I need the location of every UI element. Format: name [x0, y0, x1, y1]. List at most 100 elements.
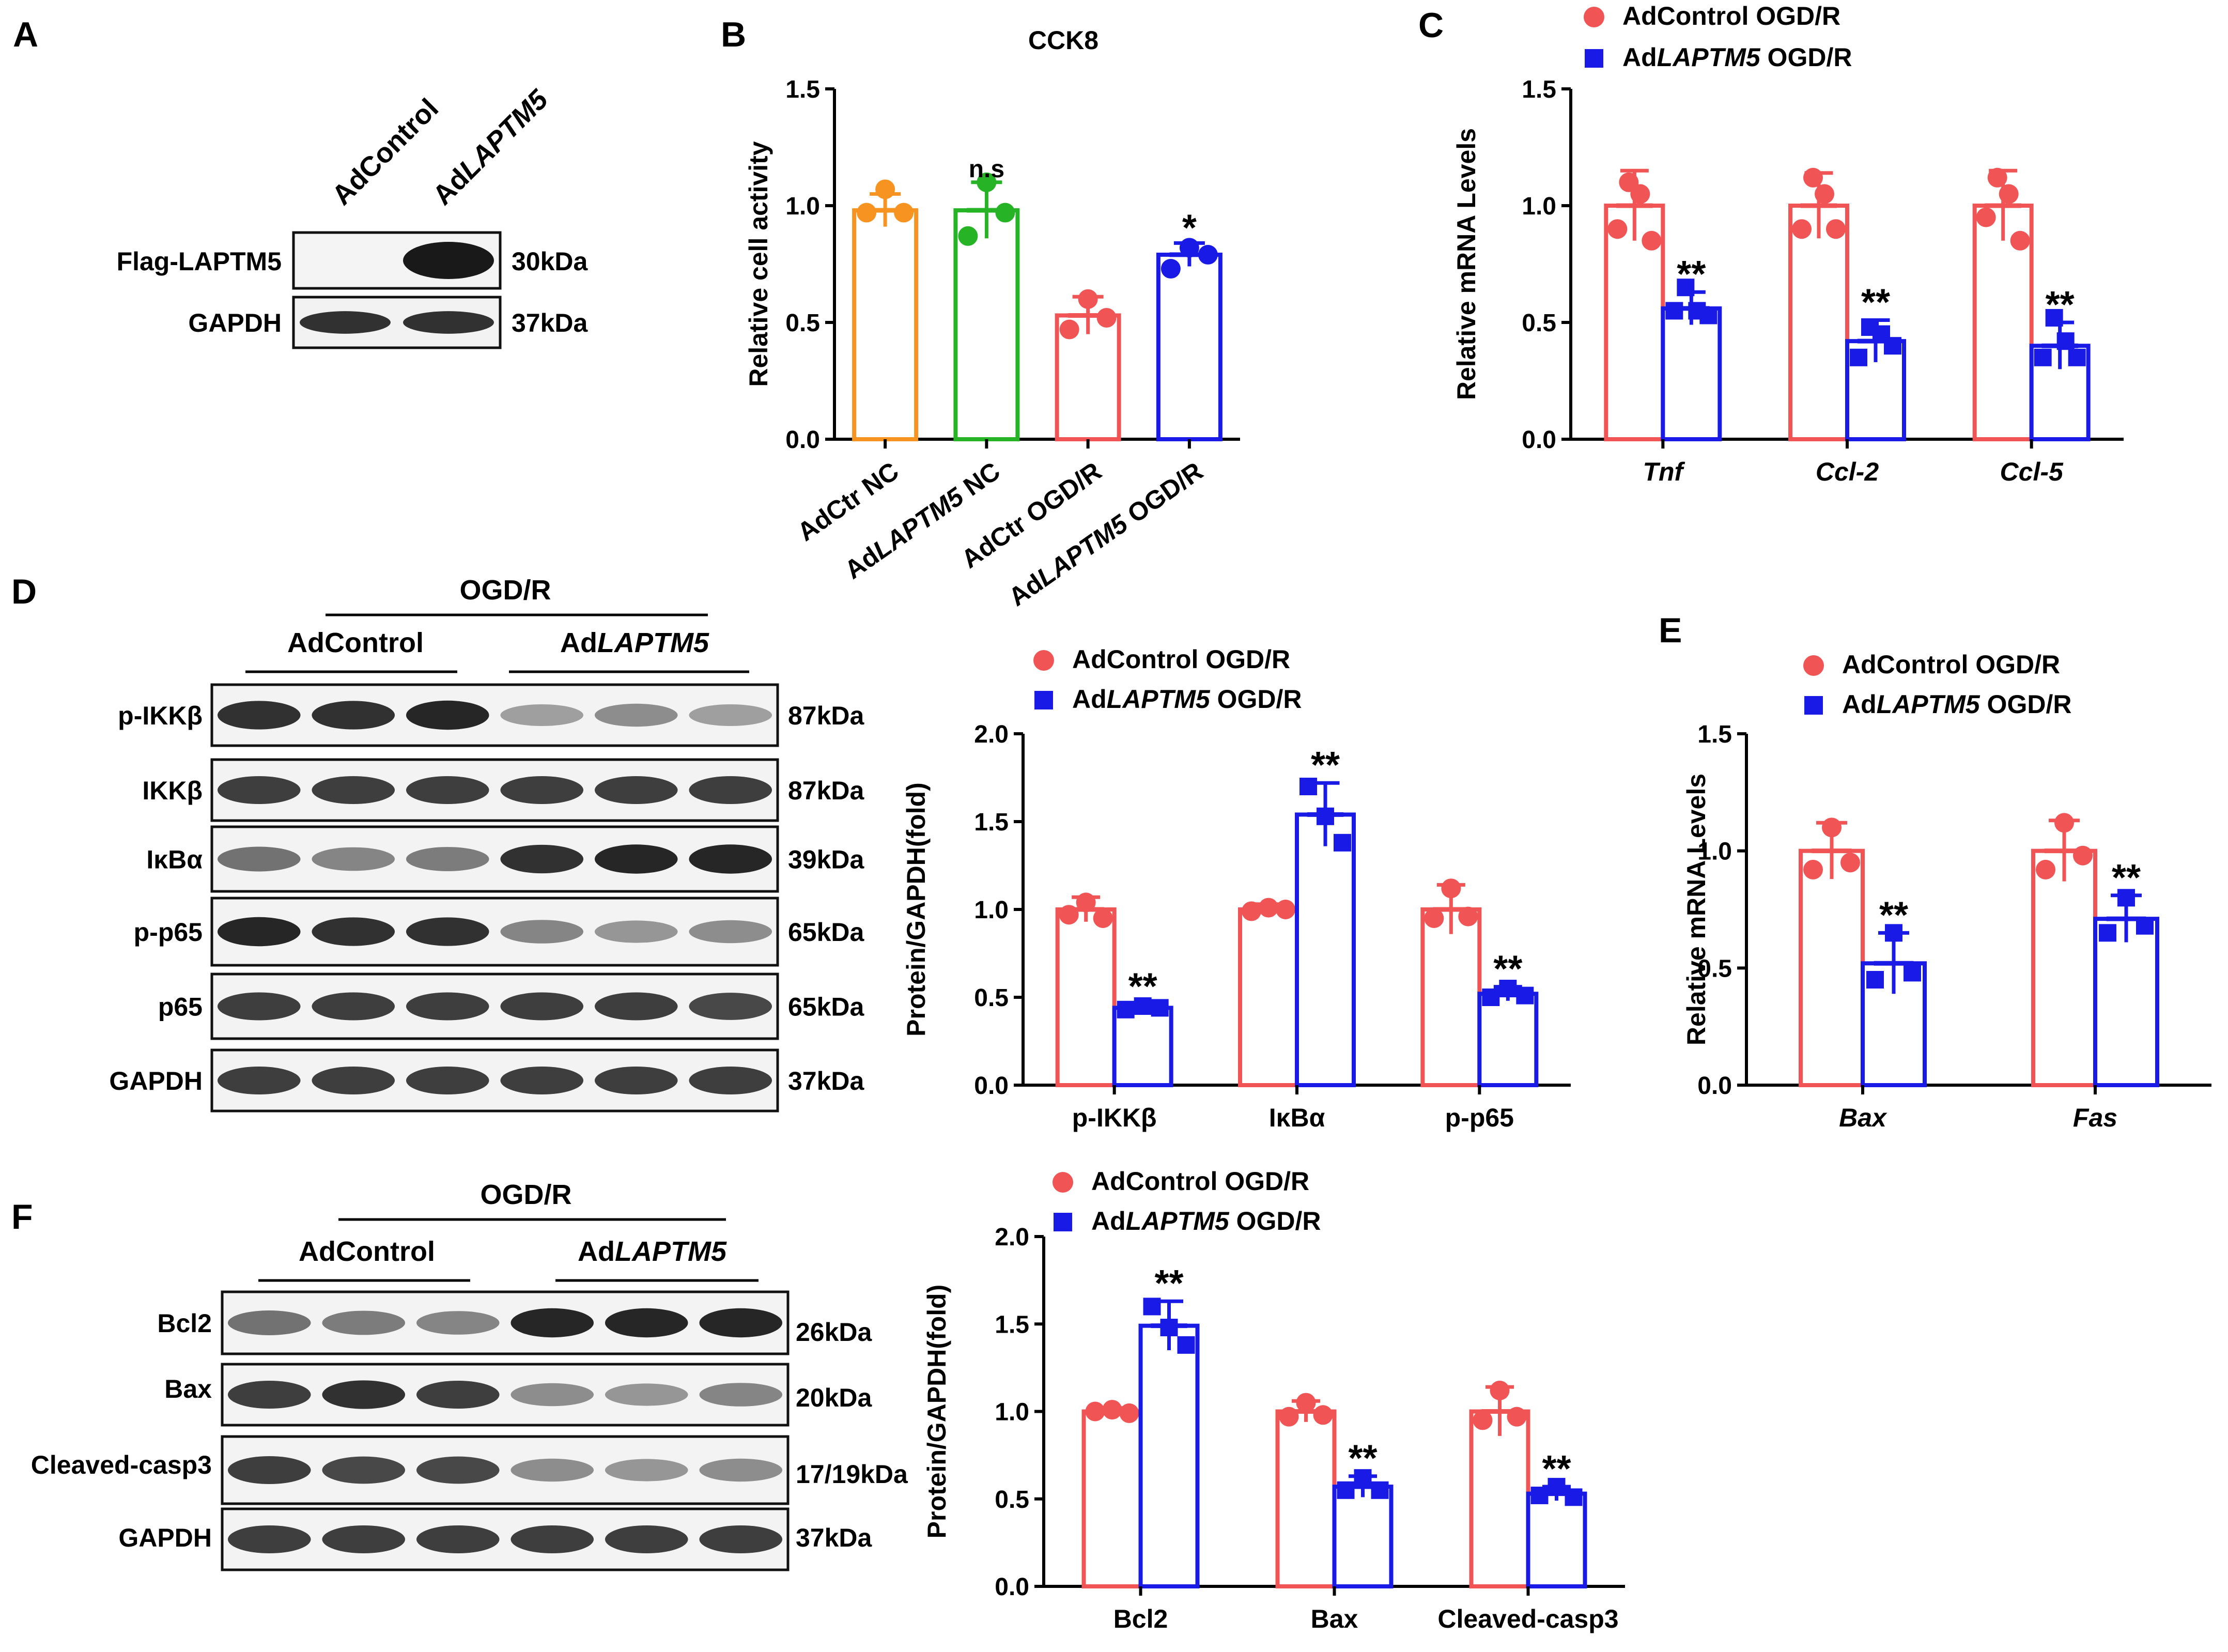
blot-kda-label: 17/19kDa — [796, 1460, 908, 1489]
y-tick-label: 0.0 — [1522, 426, 1556, 454]
bar — [1055, 907, 1117, 1087]
bar — [2093, 917, 2159, 1087]
blot-kda-label: 26kDa — [796, 1318, 873, 1347]
blot-band — [217, 992, 301, 1021]
blot-band — [689, 920, 772, 944]
blot-band — [605, 1525, 688, 1553]
significance-label: ** — [1311, 745, 1340, 786]
x-tick-label: Ccl-5 — [2000, 457, 2064, 486]
blot-bands-a — [300, 242, 494, 334]
chart-e-mrna: 0.0 0.5 1.0 1.5 Relative mRNA Levels ** Bax ** F… — [1682, 650, 2211, 1132]
legend-label-laptm5: AdLAPTM5 OGD/R — [1842, 690, 2071, 719]
panel-letter-e: E — [1659, 611, 1682, 650]
data-point — [1904, 964, 1921, 982]
kda-label-flag-laptm5: 30kDa — [512, 247, 589, 276]
y-tick-label: 0.0 — [1697, 1072, 1732, 1100]
data-point — [1530, 1486, 1549, 1504]
data-point — [1354, 1469, 1372, 1487]
data-point — [2054, 813, 2074, 833]
significance-label: ** — [1493, 949, 1522, 990]
bar — [1295, 812, 1356, 1087]
y-tick-label: 0.5 — [995, 1486, 1029, 1514]
significance-label: ** — [1677, 254, 1706, 295]
significance-label: ** — [1154, 1263, 1183, 1304]
blot-band — [406, 992, 489, 1021]
blot-band — [406, 776, 489, 804]
blot-band — [406, 1067, 489, 1094]
blot-box — [210, 897, 779, 967]
data-point — [1840, 853, 1860, 873]
bar — [852, 208, 919, 441]
blot-kda-label: 37kDa — [788, 1067, 865, 1095]
y-tick-label: 1.0 — [974, 897, 1009, 924]
data-point — [1885, 924, 1902, 942]
blot-band — [403, 311, 494, 334]
blot-row-label: IKKβ — [142, 776, 203, 805]
data-point — [1198, 244, 1218, 265]
blot-band — [322, 1380, 406, 1409]
panel-letter-c: C — [1418, 6, 1444, 45]
significance-label: ** — [2112, 857, 2141, 899]
bar — [1526, 1491, 1587, 1588]
data-point — [1299, 778, 1317, 795]
blot-band — [594, 1067, 678, 1094]
significance-label: ** — [1879, 894, 1908, 936]
blot-band — [416, 1525, 500, 1553]
blot-band — [594, 844, 678, 874]
significance-label: ** — [1542, 1448, 1571, 1490]
blot-band — [312, 992, 395, 1021]
data-point — [1976, 207, 1996, 227]
panel-d-blot: OGD/R AdControl AdLAPTM5 p-IKKβ 87kDa IKKβ… — [109, 575, 865, 1113]
blot-row-label: p-p65 — [134, 918, 203, 947]
blot-row-label: Bcl2 — [157, 1309, 212, 1338]
blot-band — [699, 1308, 783, 1338]
data-point — [1337, 1481, 1355, 1499]
treatment-label-f: OGD/R — [480, 1179, 571, 1210]
panel-letter-f: F — [11, 1197, 33, 1237]
panel-letter-b: B — [721, 15, 746, 54]
y-tick-label: 1.5 — [995, 1311, 1029, 1338]
x-tick-label: Bax — [1311, 1604, 1358, 1633]
kda-label-gapdh: 37kDa — [512, 308, 589, 337]
bar — [1112, 1006, 1173, 1088]
data-point — [894, 203, 914, 223]
data-point — [2045, 308, 2063, 327]
legend-label-control: AdControl OGD/R — [1091, 1167, 1309, 1196]
data-point — [1134, 997, 1152, 1015]
y-tick-label: 1.0 — [785, 193, 820, 220]
x-tick-label: Ccl-2 — [1816, 457, 1879, 486]
blot-kda-label: 20kDa — [796, 1383, 873, 1412]
blot-band — [500, 704, 584, 726]
blot-row-label: IκBα — [146, 845, 203, 874]
chart-title: CCK8 — [1028, 26, 1098, 55]
y-tick-label: 2.0 — [995, 1224, 1029, 1251]
y-axis-label: Relative mRNA Levels — [1452, 128, 1481, 400]
blot-band — [689, 993, 772, 1020]
blot-band — [217, 917, 301, 947]
chart-d-protein: 0.0 0.5 1.0 1.5 2.0 Protein/GAPDH(fold) ** p-IK… — [902, 645, 1571, 1132]
data-point — [2056, 332, 2075, 350]
data-point — [1117, 1000, 1135, 1018]
x-tick-label: Cleaved-casp3 — [1437, 1604, 1618, 1633]
data-point — [2073, 845, 2093, 866]
blot-band — [217, 1067, 301, 1094]
blot-band — [227, 1525, 311, 1553]
blot-box — [210, 1048, 779, 1113]
y-tick-label: 0.5 — [1522, 310, 1556, 337]
bar — [1477, 992, 1539, 1087]
blot-band — [416, 1381, 500, 1409]
legend-label-control: AdControl OGD/R — [1622, 2, 1840, 30]
bar — [1238, 907, 1299, 1087]
blot-band — [227, 1381, 311, 1409]
data-point — [1276, 900, 1295, 919]
blot-box — [210, 825, 779, 893]
data-point — [1803, 167, 1823, 188]
blot-band — [227, 1456, 311, 1484]
data-point — [1822, 817, 1842, 838]
blot-band — [689, 704, 772, 726]
legend-marker-laptm5 — [1585, 49, 1603, 68]
bar — [1799, 848, 1865, 1087]
blot-rows-f: Bcl2 26kDa Bax 20kDa Cleaved-casp3 17/19kDa GA… — [31, 1290, 908, 1571]
blot-band — [227, 1310, 311, 1335]
